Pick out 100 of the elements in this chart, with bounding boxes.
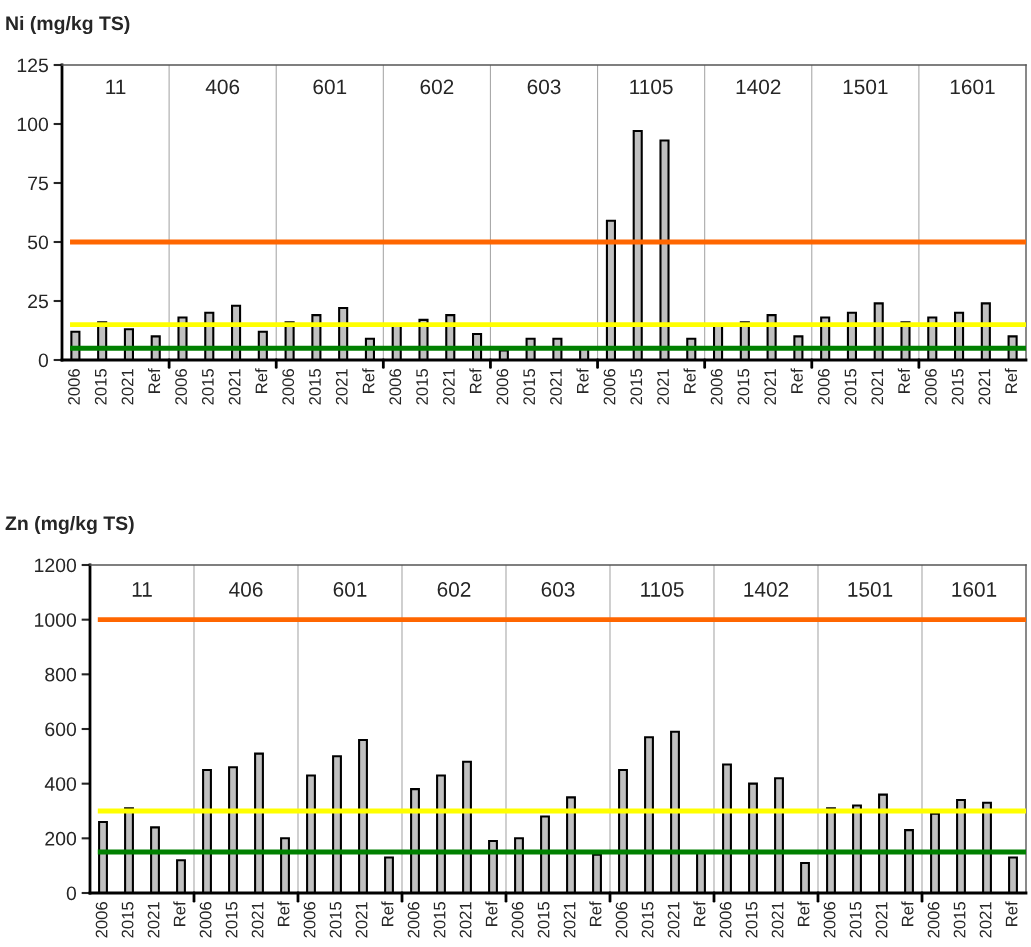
- x-tick-label: Ref: [381, 901, 394, 926]
- x-tick-label: 2015: [745, 902, 758, 938]
- x-tick-label: 2006: [303, 902, 316, 938]
- annotation: 1105: [630, 79, 673, 95]
- x-tick-label: 2021: [875, 902, 888, 938]
- x-tick-label: Ref: [362, 368, 375, 393]
- annotation: 601: [333, 582, 367, 597]
- x-tick-label: 2006: [68, 369, 80, 405]
- x-tick-label: Ref: [1004, 368, 1018, 393]
- y-tick-label: 800: [45, 667, 77, 682]
- x-tick-label: Ref: [1005, 901, 1018, 926]
- x-tick-label: 2015: [309, 369, 321, 405]
- annotation: 1105: [641, 582, 684, 597]
- x-tick-label: Ref: [589, 901, 602, 926]
- annotation: 1501: [843, 79, 888, 95]
- x-tick-label: Ref: [897, 368, 910, 393]
- y-tick-label: 0: [38, 353, 49, 368]
- x-tick-label: 2006: [95, 902, 108, 938]
- x-tick-label: 2006: [710, 369, 723, 405]
- x-tick-label: 2015: [225, 902, 238, 938]
- x-tick-label: 2006: [823, 902, 836, 938]
- annotation: 601: [313, 79, 347, 95]
- x-tick-label: Ref: [173, 901, 186, 926]
- x-tick-label: 2021: [442, 369, 455, 405]
- x-tick-label: Ref: [683, 368, 696, 393]
- chart-title: Ni (mg/kg TS): [6, 15, 130, 35]
- x-tick-label: 2015: [523, 369, 536, 405]
- x-tick-label: Ref: [901, 901, 914, 926]
- x-tick-label: Ref: [576, 368, 589, 393]
- y-tick-label: 1000: [35, 613, 77, 627]
- x-tick-label: 2015: [201, 369, 214, 405]
- x-tick-label: Ref: [693, 901, 706, 926]
- x-tick-label: 2015: [951, 369, 964, 405]
- x-tick-label: 2006: [199, 902, 212, 938]
- y-tick-label: 25: [28, 294, 48, 309]
- x-tick-label: 2015: [849, 902, 862, 938]
- x-tick-label: 2015: [641, 902, 654, 938]
- y-tick-label: 100: [17, 117, 49, 132]
- x-tick-label: 2021: [979, 902, 992, 938]
- x-tick-label: 2021: [764, 369, 777, 405]
- x-tick-label: 2015: [630, 369, 643, 405]
- annotation: 603: [527, 79, 561, 95]
- annotation: 1601: [950, 79, 995, 95]
- x-tick-label: 2015: [329, 902, 342, 938]
- x-tick-label: Ref: [147, 368, 161, 393]
- x-tick-label: 2015: [121, 902, 134, 938]
- y-tick-label: 125: [17, 58, 48, 73]
- x-tick-label: 2021: [871, 369, 884, 405]
- x-tick-label: 2021: [251, 902, 264, 938]
- x-tick-label: 2006: [615, 902, 628, 938]
- x-tick-label: 2006: [407, 902, 420, 938]
- x-tick-label: 2021: [459, 902, 472, 938]
- x-tick-label: 2006: [389, 369, 402, 405]
- y-tick-label: 400: [44, 777, 77, 791]
- y-tick-label: 600: [45, 722, 77, 737]
- x-tick-label: 2015: [953, 902, 966, 938]
- x-tick-label: 2006: [719, 902, 732, 938]
- x-tick-label: 2021: [228, 369, 241, 405]
- x-tick-label: Ref: [797, 901, 810, 926]
- annotation: 1402: [736, 79, 781, 95]
- x-tick-label: 2021: [147, 902, 160, 938]
- annotation: 406: [229, 582, 263, 597]
- x-tick-label: 2021: [335, 369, 348, 405]
- annotation: 1501: [848, 582, 893, 597]
- x-tick-label: Ref: [469, 368, 482, 393]
- x-tick-label: 2006: [175, 369, 187, 405]
- annotation: 602: [437, 582, 471, 597]
- y-tick-label: 75: [28, 176, 48, 191]
- x-tick-label: 2015: [94, 369, 107, 405]
- x-tick-label: 2021: [667, 902, 680, 938]
- x-tick-label: Ref: [790, 368, 803, 393]
- x-tick-label: 2021: [121, 369, 134, 405]
- x-tick-label: 2015: [433, 902, 446, 938]
- y-tick-label: 50: [27, 235, 49, 250]
- x-tick-label: 2006: [496, 369, 509, 405]
- x-tick-label: 2006: [817, 369, 830, 405]
- x-tick-label: 2021: [978, 369, 991, 405]
- annotation: 1601: [952, 582, 997, 597]
- x-tick-label: Ref: [485, 901, 498, 926]
- annotation: 11: [132, 582, 152, 597]
- x-tick-label: 2021: [550, 369, 562, 405]
- x-tick-label: 2021: [563, 902, 576, 938]
- x-tick-label: Ref: [255, 368, 268, 393]
- y-tick-label: 200: [45, 831, 77, 846]
- x-tick-label: 2006: [511, 902, 524, 938]
- x-tick-label: 2015: [844, 369, 857, 405]
- x-tick-label: 2006: [282, 369, 295, 405]
- x-tick-label: 2021: [355, 902, 368, 938]
- annotation: 603: [541, 582, 575, 597]
- x-tick-label: 2021: [771, 902, 784, 938]
- x-tick-label: 2006: [927, 902, 940, 938]
- annotation: 1402: [744, 582, 789, 597]
- annotation: 11: [106, 79, 126, 94]
- annotation: 406: [205, 79, 240, 95]
- y-tick-label: 1200: [35, 558, 77, 573]
- x-tick-label: 2015: [416, 369, 428, 405]
- x-tick-label: 2015: [737, 369, 750, 405]
- x-tick-label: 2006: [603, 369, 616, 405]
- x-tick-label: Ref: [277, 901, 290, 926]
- x-tick-label: 2015: [537, 902, 550, 938]
